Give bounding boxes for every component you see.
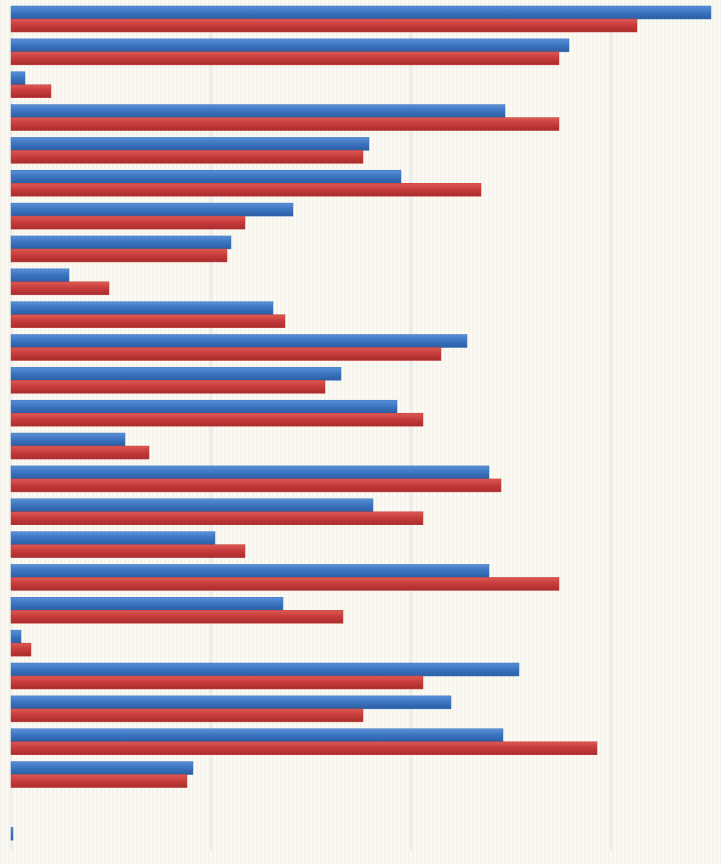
bar-s1-row1 <box>10 5 712 20</box>
bar-s1-row11 <box>10 334 468 348</box>
bars <box>10 5 712 841</box>
bar-s2-row11 <box>10 347 442 361</box>
bar-s1-row26 <box>10 827 14 841</box>
bar-s2-row16 <box>10 511 424 525</box>
bar-s2-row3 <box>10 84 52 98</box>
bar-s2-row19 <box>10 610 344 624</box>
bar-s1-row6 <box>10 170 402 184</box>
bar-s1-row8 <box>10 235 232 250</box>
bar-s2-row22 <box>10 708 364 723</box>
bar-s2-row12 <box>10 380 326 394</box>
bar-s1-row18 <box>10 564 490 578</box>
bar-s1-row5 <box>10 137 370 151</box>
bar-s2-row6 <box>10 183 482 197</box>
bar-s1-row16 <box>10 498 374 512</box>
bar-s2-row23 <box>10 741 598 755</box>
bar-s1-row3 <box>10 71 26 85</box>
bar-s1-row24 <box>10 761 194 775</box>
bar-s2-row14 <box>10 445 150 460</box>
bar-s2-row1 <box>10 18 638 33</box>
bar-s2-row4 <box>10 117 560 131</box>
bar-s1-row13 <box>10 399 398 414</box>
bar-s2-row21 <box>10 675 424 690</box>
bar-s1-row14 <box>10 432 126 447</box>
bar-s1-row17 <box>10 531 216 545</box>
bar-s2-row17 <box>10 544 246 558</box>
bar-s2-row18 <box>10 577 560 591</box>
bar-s1-row7 <box>10 202 294 217</box>
bar-s2-row5 <box>10 150 364 164</box>
bar-s2-row24 <box>10 774 188 788</box>
bar-s2-row8 <box>10 248 228 263</box>
bar-s1-row15 <box>10 465 490 480</box>
bar-s1-row19 <box>10 597 284 611</box>
bar-s1-row20 <box>10 629 22 644</box>
bar-s2-row2 <box>10 51 560 66</box>
bar-s1-row9 <box>10 268 70 283</box>
bar-s1-row12 <box>10 367 342 381</box>
bar-s1-row4 <box>10 104 506 118</box>
bar-s2-row15 <box>10 478 502 493</box>
bar-s2-row9 <box>10 281 110 296</box>
bar-s1-row23 <box>10 728 504 742</box>
bar-s2-row13 <box>10 412 424 427</box>
bar-s2-row20 <box>10 642 32 657</box>
bar-s1-row10 <box>10 301 274 315</box>
bar-s1-row2 <box>10 38 570 53</box>
bar-s2-row7 <box>10 215 246 230</box>
bar-s2-row10 <box>10 314 286 328</box>
bar-s1-row22 <box>10 695 452 710</box>
bar-s1-row21 <box>10 662 520 677</box>
